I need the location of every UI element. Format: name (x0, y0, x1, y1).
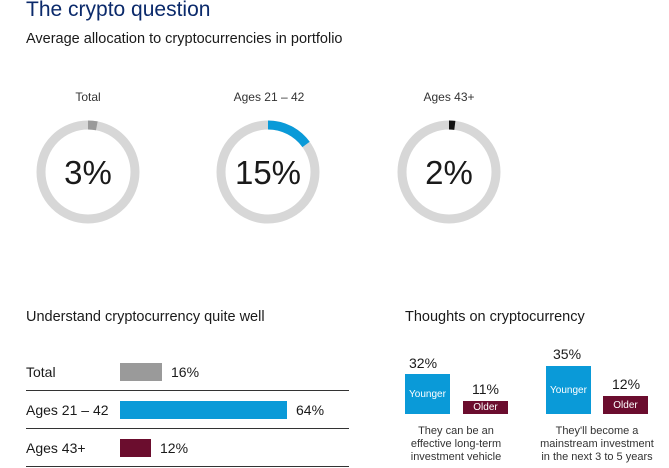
donut-label-young: Ages 21 – 42 (233, 90, 305, 104)
g2-caption: They'll become a mainstream investment i… (532, 425, 662, 464)
caption-line: effective long-term (410, 438, 502, 450)
g2-younger-box: Younger (546, 366, 591, 414)
donut-label-total: Total (75, 90, 101, 104)
caption-line: They'll become a (555, 425, 639, 437)
caption-line: They can be an (418, 425, 494, 437)
g1-caption: They can be an effective long-term inves… (391, 425, 521, 464)
g1-older-value: 11% (472, 381, 499, 397)
g1-older-box: Older (463, 401, 508, 414)
page-title: The crypto question (26, 0, 211, 21)
caption-line: in the next 3 to 5 years (541, 451, 653, 463)
donut-segment (216, 120, 320, 224)
bar-older (120, 439, 151, 457)
donut-value: 3% (64, 154, 112, 191)
donut-section-subtitle: Average allocation to cryptocurrencies i… (26, 31, 343, 47)
g2-older-value: 12% (612, 376, 641, 392)
donut-value: 15% (235, 154, 301, 191)
thoughts-heading: Thoughts on cryptocurrency (405, 309, 585, 325)
bar-total (120, 363, 162, 381)
understand-heading: Understand cryptocurrency quite well (26, 309, 265, 325)
bar-label-total: Total (26, 364, 56, 380)
divider (26, 466, 349, 467)
bar-label-young: Ages 21 – 42 (26, 402, 109, 418)
divider (26, 390, 349, 391)
divider (26, 428, 349, 429)
bar-value-young: 64% (296, 402, 325, 418)
g1-younger-box: Younger (405, 374, 450, 414)
g2-older-box: Older (603, 396, 648, 414)
g2-younger-value: 35% (553, 346, 582, 362)
bar-label-older: Ages 43+ (26, 440, 86, 456)
bar-young (120, 401, 287, 419)
caption-line: investment vehicle (410, 451, 502, 463)
bar-value-total: 16% (171, 364, 200, 380)
donut-segment (36, 120, 140, 224)
donut-segment (397, 120, 501, 224)
donut-label-older: Ages 43+ (423, 90, 475, 104)
g1-younger-value: 32% (409, 355, 438, 371)
caption-line: mainstream investment (540, 438, 654, 450)
donut-value: 2% (425, 154, 473, 191)
donut-charts: 3% 15% 2% (36, 120, 501, 224)
bar-value-older: 12% (160, 440, 189, 456)
